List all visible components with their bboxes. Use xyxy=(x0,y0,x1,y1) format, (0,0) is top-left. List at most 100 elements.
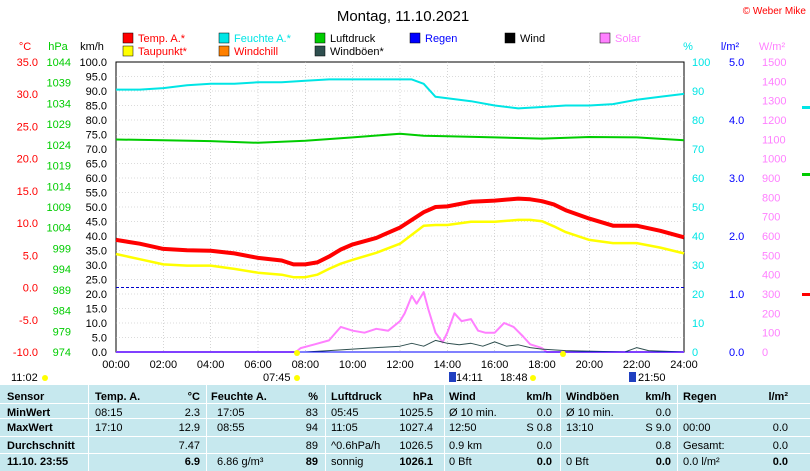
wind-tick-label: 70.0 xyxy=(86,144,107,156)
table-header-cell: Regen xyxy=(683,391,717,403)
statistics-table: Sensor Temp. A. °C Feuchte A.% Luftdruck hPa W… xyxy=(0,385,810,471)
rain-tick-label: 4.0 xyxy=(729,115,744,127)
table-column-separator xyxy=(325,385,326,471)
legend-label: Feuchte A.* xyxy=(234,33,292,45)
table-cell: sonnig xyxy=(331,456,364,468)
pressure-tick-label: 1019 xyxy=(47,161,71,173)
solar-tick-label: 700 xyxy=(762,212,780,224)
table-header-cell: km/h xyxy=(645,391,671,403)
x-tick-label: 18:00 xyxy=(528,359,556,371)
pressure-tick-label: 979 xyxy=(53,326,71,338)
sun-dot xyxy=(294,350,300,356)
solar-tick-label: 100 xyxy=(762,328,780,340)
table-cell: 0.8 xyxy=(655,440,671,452)
wind-tick-label: 80.0 xyxy=(86,115,107,127)
x-tick-label: 14:00 xyxy=(434,359,462,371)
table-row-separator xyxy=(0,436,810,437)
wind-tick-label: 15.0 xyxy=(86,304,107,316)
table-row-label: 11.10. 23:55 xyxy=(7,456,69,468)
table-header-cell: Sensor xyxy=(7,391,45,403)
axis-unit-labels: °C hPa km/h% l/m² W/m² xyxy=(19,41,786,53)
table-cell: 05:45 xyxy=(331,407,359,419)
table-cell: 0.0 xyxy=(772,422,788,434)
legend-swatch xyxy=(122,45,134,57)
table-cell: 00:00 xyxy=(683,422,711,434)
table-header-cell: Feuchte A. xyxy=(211,391,267,403)
legend-label: Temp. A.* xyxy=(138,33,186,45)
temp-edge-mark xyxy=(802,293,810,296)
wind-tick-label: 35.0 xyxy=(86,246,107,258)
table-cell: Gesamt: xyxy=(683,440,725,452)
humidity-tick-label: 100 xyxy=(692,57,710,69)
temp-tick-label: 25.0 xyxy=(17,121,38,133)
moon-marker xyxy=(629,372,636,382)
table-header-cell: Wind xyxy=(449,391,476,403)
pressure-tick-label: 999 xyxy=(53,243,71,255)
sun-dot xyxy=(530,375,536,381)
pressure-tick-label: 1039 xyxy=(47,78,71,90)
table-cell: 17:05 xyxy=(217,407,245,419)
wind-tick-label: 20.0 xyxy=(86,289,107,301)
humidity-tick-label: 0 xyxy=(692,347,698,359)
chart-legend: Temp. A.* Feuchte A.* Luftdruck Regen Wind So… xyxy=(122,32,641,58)
legend-swatch xyxy=(218,32,230,44)
legend-label: Windchill xyxy=(234,46,278,58)
table-column-separator xyxy=(560,385,561,471)
table-cell: 12:50 xyxy=(449,422,477,434)
wind-tick-label: 10.0 xyxy=(86,318,107,330)
table-cell: S 9.0 xyxy=(645,422,671,434)
series-line-luftdruck xyxy=(115,132,685,144)
legend-label: Luftdruck xyxy=(330,33,376,45)
legend-label: Wind xyxy=(520,33,545,45)
temp-tick-label: -5.0 xyxy=(19,315,38,327)
pressure-tick-label: 974 xyxy=(53,347,71,359)
wind-axis-unit: km/h xyxy=(80,41,104,53)
pressure-tick-label: 1004 xyxy=(47,223,71,235)
wind-tick-label: 45.0 xyxy=(86,217,107,229)
table-cell: Ø 10 min. xyxy=(566,407,614,419)
table-cell: 1025.5 xyxy=(399,407,433,419)
solar-axis-unit: W/m² xyxy=(759,41,786,53)
pressure-tick-label: 1009 xyxy=(47,202,71,214)
x-tick-label: 08:00 xyxy=(292,359,320,371)
sun-dot xyxy=(560,351,566,357)
wind-tick-label: 65.0 xyxy=(86,159,107,171)
table-cell: 17:10 xyxy=(95,422,123,434)
humidity-tick-label: 80 xyxy=(692,115,704,127)
solar-tick-label: 800 xyxy=(762,192,780,204)
humidity-tick-label: 40 xyxy=(692,231,704,243)
pressure-tick-label: 1029 xyxy=(47,119,71,131)
event-marker-label: 18:48 xyxy=(500,372,528,384)
solar-tick-label: 500 xyxy=(762,250,780,262)
humidity-edge-mark xyxy=(802,106,810,109)
pressure-tick-label: 984 xyxy=(53,306,71,318)
table-cell: 6.86 g/m³ xyxy=(217,456,264,468)
table-cell: 0.9 km xyxy=(449,440,483,452)
wind-tick-label: 50.0 xyxy=(86,202,107,214)
table-row-label: Durchschnitt xyxy=(7,440,75,452)
chart-ticks: 35.0 30.0 25.0 20.0 15.0 10.0 5.0 0.0 -5.0 -10.0 1… xyxy=(13,57,810,371)
x-tick-label: 06:00 xyxy=(244,359,272,371)
temp-tick-label: -10.0 xyxy=(13,347,38,359)
temp-tick-label: 30.0 xyxy=(17,89,38,101)
table-cell: 89 xyxy=(305,456,318,468)
table-cell: 2.3 xyxy=(184,407,200,419)
table-column-separator xyxy=(677,385,678,471)
table-cell: 0 Bft xyxy=(449,456,472,468)
solar-tick-label: 0 xyxy=(762,347,768,359)
event-marker-label: 14:11 xyxy=(456,372,483,384)
table-header-cell: % xyxy=(308,391,318,403)
table-column-separator xyxy=(88,385,89,471)
table-header-cell: km/h xyxy=(526,391,552,403)
table-cell: 94 xyxy=(305,422,318,434)
table-row-separator xyxy=(0,418,810,419)
table-cell: 0 Bft xyxy=(566,456,589,468)
humidity-tick-label: 90 xyxy=(692,86,704,98)
humidity-tick-label: 50 xyxy=(692,202,704,214)
series-line-tempa xyxy=(115,196,685,267)
legend-label: Windböen* xyxy=(330,46,385,58)
table-cell: 1026.5 xyxy=(399,440,433,452)
table-cell: 0.0 xyxy=(536,440,552,452)
table-cell: 11:05 xyxy=(331,422,358,434)
pressure-tick-label: 1044 xyxy=(47,57,71,69)
